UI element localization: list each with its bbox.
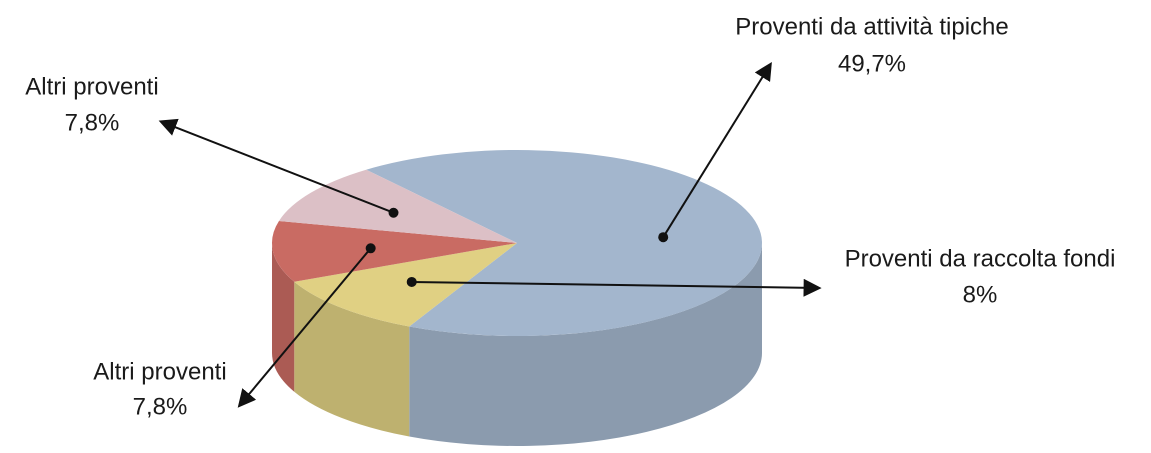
labels: Proventi da attività tipiche 49,7% Provent…: [25, 13, 1115, 420]
leader-dot: [406, 276, 417, 287]
slice-value: 7,8%: [133, 393, 188, 420]
slice: [366, 150, 762, 336]
slice-side: [409, 243, 762, 446]
slice: [278, 169, 517, 243]
slice-side: [272, 243, 295, 392]
leader-dot: [365, 243, 376, 254]
leader-dot: [658, 232, 669, 243]
leader-arrow: [411, 278, 822, 297]
slice: [294, 243, 517, 327]
slice-value: 49,7%: [838, 50, 906, 77]
pie-tops: [272, 150, 762, 336]
slice-value: 8%: [963, 281, 998, 308]
leader-arrow: [662, 61, 772, 238]
slice: [272, 220, 517, 282]
slice-label: Proventi da attività tipiche: [735, 13, 1008, 40]
pie-sides: [272, 243, 762, 446]
leader-arrow: [158, 118, 394, 214]
leader-dot: [388, 207, 399, 218]
slice-label: Altri proventi: [93, 358, 226, 385]
slice-label: Proventi da raccolta fondi: [845, 245, 1116, 272]
leader-arrow: [237, 247, 372, 408]
slice-label: Altri proventi: [25, 73, 158, 100]
slice-side: [294, 281, 410, 437]
slice-value: 7,8%: [65, 109, 120, 136]
